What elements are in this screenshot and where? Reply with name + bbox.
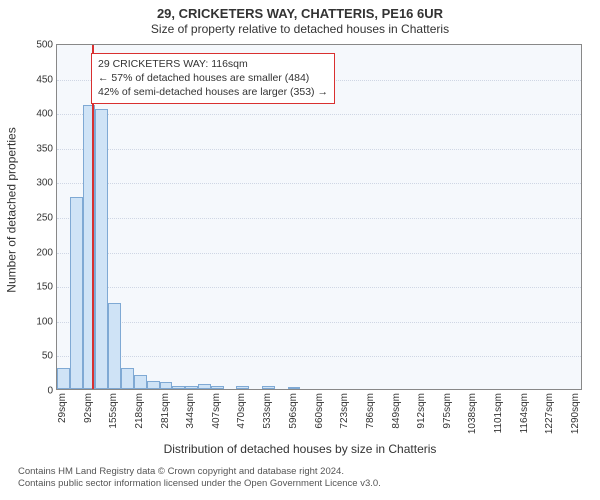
x-tick-label: 1164sqm: [519, 393, 530, 433]
footer-attribution: Contains HM Land Registry data © Crown c…: [0, 466, 600, 491]
y-tick-label: 150: [36, 282, 53, 293]
x-tick-label: 533sqm: [262, 393, 273, 429]
x-tick-label: 1038sqm: [467, 393, 478, 434]
gridline-h: [57, 183, 581, 184]
histogram-bar: [262, 386, 275, 389]
y-tick-label: 400: [36, 109, 53, 120]
footer-line-2: Contains public sector information licen…: [18, 478, 381, 489]
x-tick-label: 155sqm: [108, 393, 119, 429]
gridline-h: [57, 218, 581, 219]
y-tick-label: 100: [36, 316, 53, 327]
chart-title: 29, CRICKETERS WAY, CHATTERIS, PE16 6UR: [0, 6, 600, 21]
y-tick-label: 300: [36, 178, 53, 189]
gridline-h: [57, 149, 581, 150]
gridline-h: [57, 322, 581, 323]
histogram-bar: [160, 382, 173, 389]
x-tick-label: 29sqm: [57, 393, 68, 423]
gridline-h: [57, 356, 581, 357]
y-tick-label: 200: [36, 247, 53, 258]
histogram-bar: [198, 384, 211, 389]
histogram-bar: [172, 386, 185, 389]
y-axis-label: Number of detached properties: [5, 127, 19, 292]
x-axis-label: Distribution of detached houses by size …: [0, 442, 600, 456]
annotation-line: 29 CRICKETERS WAY: 116sqm: [98, 58, 248, 70]
y-tick-label: 500: [36, 40, 53, 51]
x-tick-label: 1101sqm: [493, 393, 504, 433]
x-tick-label: 407sqm: [211, 393, 222, 429]
plot-area: 05010015020025030035040045050029sqm92sqm…: [56, 44, 582, 390]
chart-container: 29, CRICKETERS WAY, CHATTERIS, PE16 6UR …: [0, 0, 600, 500]
x-tick-label: 344sqm: [185, 393, 196, 429]
x-tick-label: 723sqm: [339, 393, 350, 429]
annotation-line: ← 57% of detached houses are smaller (48…: [98, 72, 309, 84]
histogram-bar: [147, 381, 160, 389]
annotation-line: 42% of semi-detached houses are larger (…: [98, 86, 328, 98]
x-tick-label: 218sqm: [134, 393, 145, 429]
annotation-box: 29 CRICKETERS WAY: 116sqm ← 57% of detach…: [91, 53, 335, 104]
y-tick-label: 450: [36, 74, 53, 85]
x-tick-label: 912sqm: [416, 393, 427, 429]
x-tick-label: 281sqm: [160, 393, 171, 429]
gridline-h: [57, 253, 581, 254]
histogram-bar: [211, 386, 224, 389]
x-tick-label: 92sqm: [83, 393, 94, 423]
x-tick-label: 1290sqm: [570, 393, 581, 434]
y-tick-label: 350: [36, 143, 53, 154]
x-tick-label: 596sqm: [288, 393, 299, 429]
x-tick-label: 660sqm: [314, 393, 325, 429]
histogram-bar: [134, 375, 147, 389]
footer-line-1: Contains HM Land Registry data © Crown c…: [18, 466, 344, 477]
chart-subtitle: Size of property relative to detached ho…: [0, 22, 600, 36]
histogram-bar: [57, 368, 70, 389]
histogram-bar: [288, 387, 301, 389]
gridline-h: [57, 287, 581, 288]
x-tick-label: 1227sqm: [544, 393, 555, 434]
histogram-bar: [95, 109, 108, 389]
y-tick-label: 250: [36, 213, 53, 224]
y-tick-label: 0: [47, 386, 53, 397]
histogram-bar: [185, 386, 198, 389]
y-tick-label: 50: [42, 351, 53, 362]
x-tick-label: 470sqm: [236, 393, 247, 429]
y-axis-label-wrap: Number of detached properties: [4, 0, 20, 420]
histogram-bar: [236, 386, 249, 389]
x-tick-label: 849sqm: [391, 393, 402, 429]
histogram-bar: [121, 368, 134, 389]
x-tick-label: 786sqm: [365, 393, 376, 429]
histogram-bar: [108, 303, 121, 390]
x-tick-label: 975sqm: [442, 393, 453, 429]
gridline-h: [57, 114, 581, 115]
histogram-bar: [70, 197, 83, 389]
